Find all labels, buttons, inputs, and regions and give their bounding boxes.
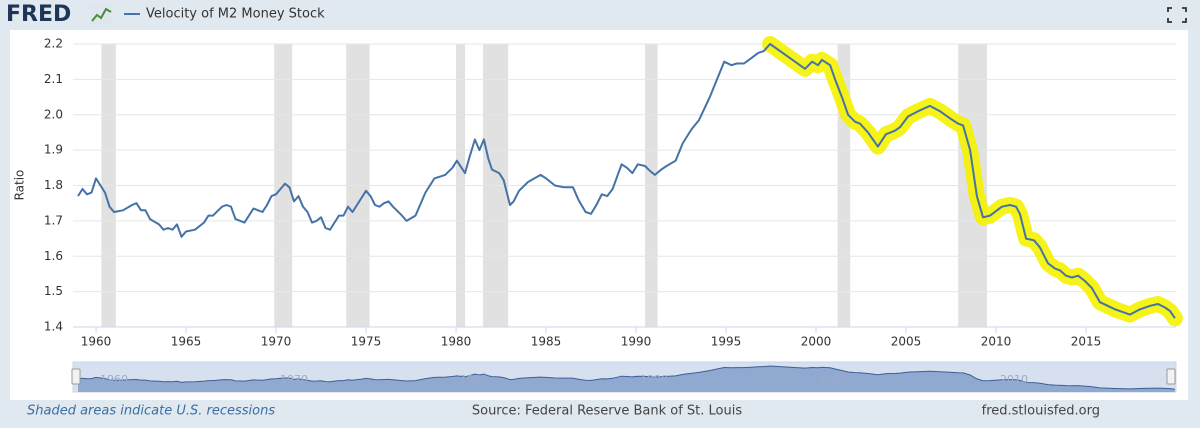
y-axis-label: Ratio: [13, 170, 27, 201]
x-tick-label: 1960: [81, 335, 112, 349]
y-tick-label: 1.6: [44, 249, 63, 263]
y-tick-label: 2.1: [44, 72, 63, 86]
navigator-handle[interactable]: [71, 368, 81, 385]
x-tick-label: 1970: [261, 335, 292, 349]
site: fred.stlouisfed.org: [982, 404, 1100, 419]
legend-label: Velocity of M2 Money Stock: [146, 7, 325, 22]
logo: FRED: [6, 2, 71, 27]
x-tick-label: 2010: [981, 335, 1012, 349]
y-tick-label: 2.0: [44, 107, 63, 121]
navigator-tick-label: 2010: [1000, 373, 1028, 386]
navigator-tick-label: 1960: [100, 373, 128, 386]
x-tick-label: 1995: [711, 335, 742, 349]
logo-icon: [90, 4, 112, 24]
y-tick-label: 1.9: [44, 143, 63, 157]
x-tick-label: 1980: [441, 335, 472, 349]
y-tick-label: 1.8: [44, 178, 63, 192]
x-tick-label: 1975: [351, 335, 382, 349]
y-tick-label: 2.2: [44, 37, 63, 51]
x-tick-label: 2000: [801, 335, 832, 349]
x-tick-label: 1985: [531, 335, 562, 349]
y-tick-label: 1.5: [44, 284, 63, 298]
fullscreen-icon[interactable]: [1167, 7, 1187, 23]
x-tick-label: 2015: [1071, 335, 1102, 349]
navigator-tick-label: 1990: [640, 373, 668, 386]
navigator-handle[interactable]: [1166, 368, 1176, 385]
navigator-tick-label: 1980: [460, 373, 488, 386]
navigator-area: [78, 366, 1175, 392]
recession-note: Shaded areas indicate U.S. recessions: [27, 404, 275, 419]
navigator-line: [77, 365, 1175, 390]
navigator-tick-label: 1970: [280, 373, 308, 386]
navigator-tick-label: 2000: [820, 373, 848, 386]
series-line: [77, 43, 1176, 319]
x-tick-label: 1990: [621, 335, 652, 349]
y-tick-label: 1.7: [44, 213, 63, 227]
y-tick-label: 1.4: [44, 320, 63, 334]
x-tick-label: 1965: [171, 335, 202, 349]
source: Source: Federal Reserve Bank of St. Loui…: [472, 404, 742, 419]
x-tick-label: 2005: [891, 335, 922, 349]
